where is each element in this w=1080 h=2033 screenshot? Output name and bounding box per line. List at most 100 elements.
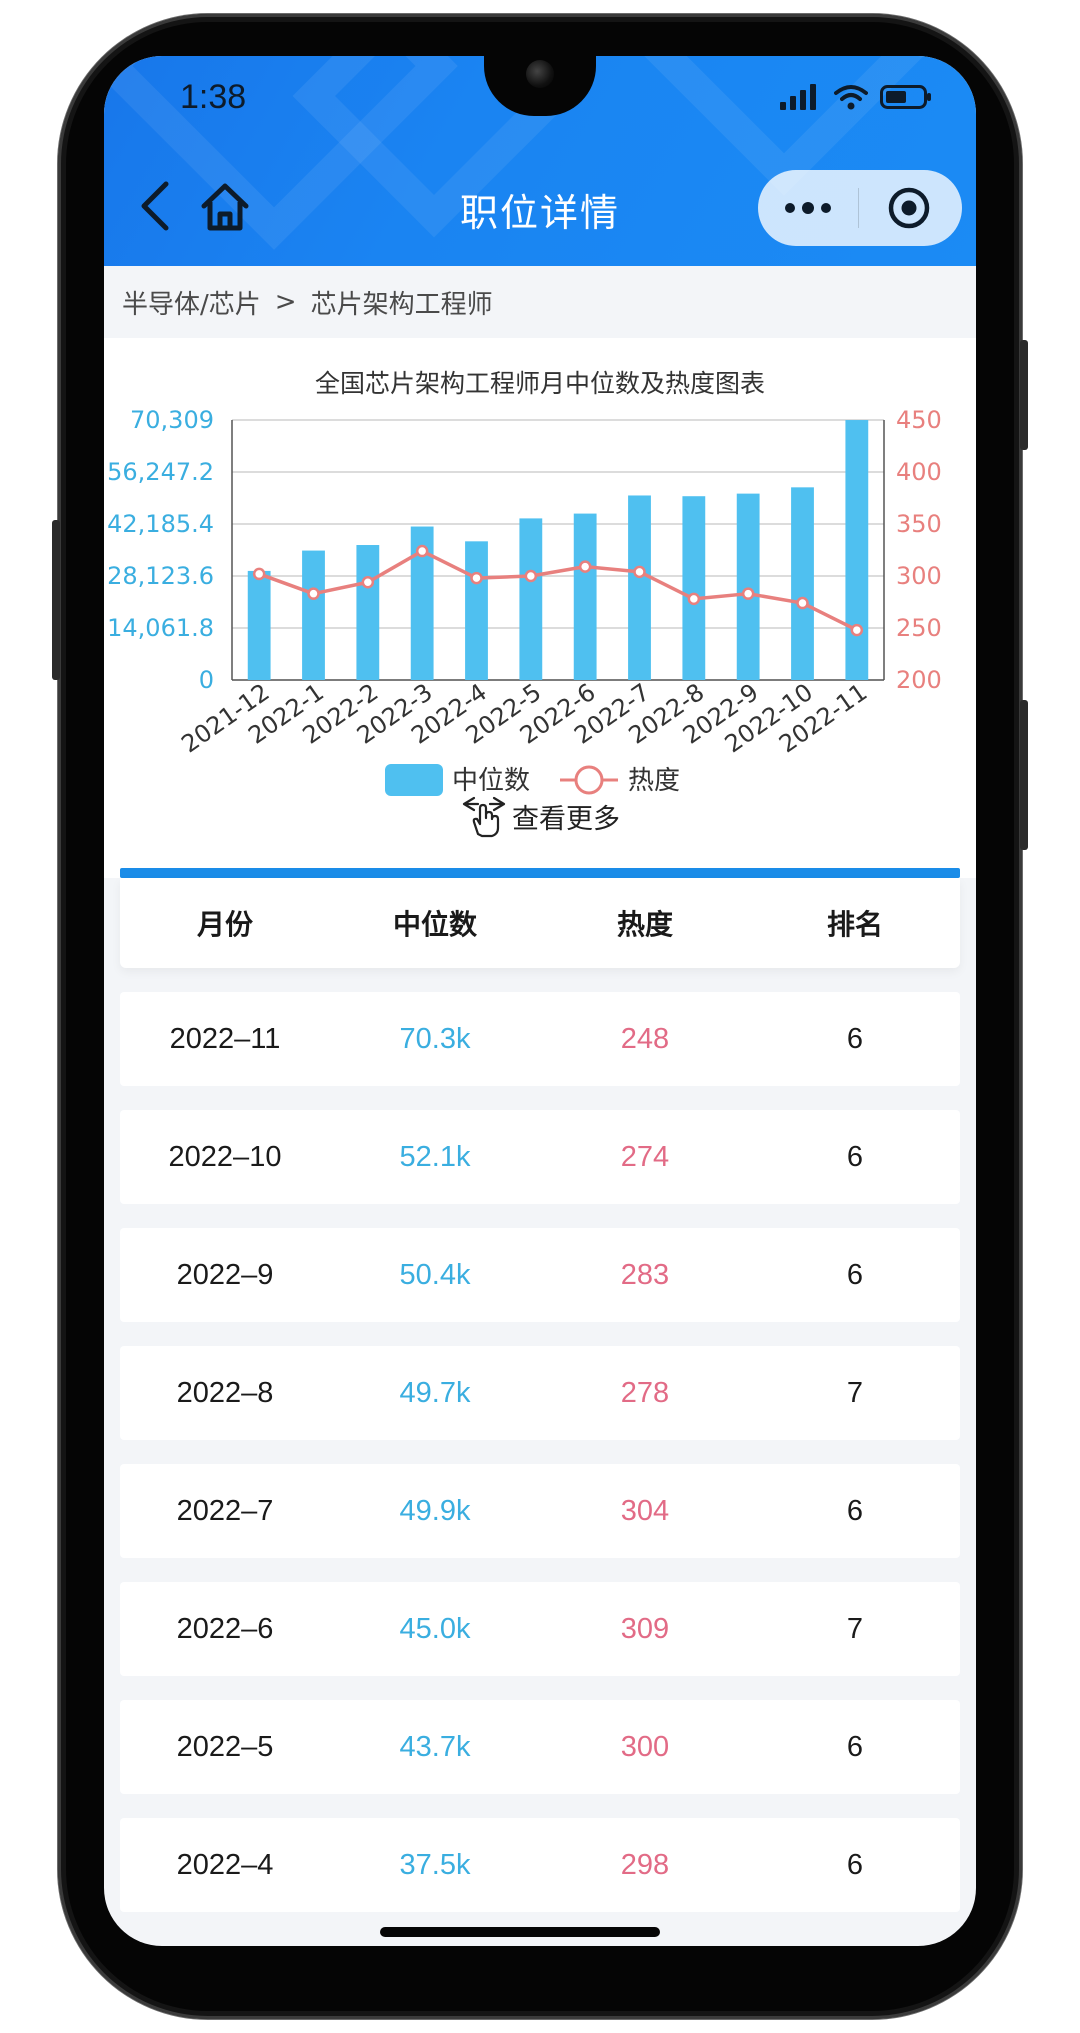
heat-point — [687, 592, 701, 606]
home-icon[interactable] — [198, 180, 252, 234]
cell-median: 70.3k — [399, 1022, 471, 1055]
cell-rank: 7 — [846, 1376, 864, 1409]
close-program-button[interactable] — [859, 170, 959, 246]
mini-program-capsule — [758, 170, 962, 246]
cell-heat: 300 — [620, 1730, 670, 1763]
table-accent-bar — [120, 868, 960, 878]
y-left-tick-label: 0 — [199, 666, 214, 694]
table-row: 2022–10 52.1k 274 6 — [120, 1110, 960, 1204]
heat-point — [796, 596, 809, 610]
cell-month: 2022–7 — [176, 1494, 274, 1527]
bar — [845, 420, 869, 680]
data-table: 月份 中位数 热度 排名 2022–11 70.3k 248 6 2022–10… — [120, 868, 960, 1936]
bar — [628, 495, 651, 680]
table-row: 2022–11 70.3k 248 6 — [120, 992, 960, 1086]
cell-rank: 6 — [846, 1494, 864, 1527]
breadcrumb-current: 芯片架构工程师 — [310, 289, 493, 320]
y-right-tick-label: 350 — [896, 510, 942, 538]
heat-line — [258, 549, 858, 632]
y-left-tick-label: 70,309 — [130, 406, 214, 434]
heat-point — [633, 565, 646, 579]
table-body: 2022–11 70.3k 248 6 2022–10 52.1k 274 6 … — [120, 992, 960, 1912]
cell-rank: 6 — [846, 1730, 864, 1763]
y-left-tick-label: 28,123.6 — [107, 562, 214, 590]
cell-month: 2022–9 — [176, 1258, 274, 1291]
table-row: 2022–8 49.7k 278 7 — [120, 1346, 960, 1440]
chevron-left-icon[interactable] — [134, 178, 178, 234]
more-button[interactable] — [758, 170, 858, 246]
header-median: 中位数 — [392, 908, 477, 941]
y-right-tick-label: 250 — [896, 614, 942, 642]
bar — [410, 526, 434, 680]
cell-median: 52.1k — [399, 1140, 471, 1173]
home-indicator[interactable] — [380, 1927, 660, 1937]
cell-heat: 298 — [620, 1848, 670, 1881]
heat-point — [578, 560, 592, 573]
battery-icon — [880, 85, 931, 109]
y-right-tick-label: 400 — [896, 458, 942, 486]
y-left-tick-label: 42,185.4 — [107, 510, 214, 538]
cell-rank: 6 — [846, 1022, 864, 1055]
signal-icon — [780, 84, 816, 110]
breadcrumb-category[interactable]: 半导体/芯片 — [122, 289, 261, 320]
table-row: 2022–4 37.5k 298 6 — [120, 1818, 960, 1912]
legend-bar-swatch — [385, 764, 443, 796]
capsule-divider — [858, 188, 859, 228]
cell-median: 37.5k — [399, 1848, 471, 1881]
table-row: 2022–7 49.9k 304 6 — [120, 1464, 960, 1558]
header-month: 月份 — [196, 908, 253, 941]
heat-point — [361, 575, 375, 589]
legend-line-marker — [574, 765, 604, 795]
bar — [519, 518, 543, 680]
heat-point — [307, 587, 320, 600]
hand-touch-icon — [462, 796, 506, 838]
bar — [302, 550, 325, 680]
bar — [682, 496, 706, 680]
bar — [465, 541, 488, 680]
heat-point — [470, 571, 483, 585]
heat-point — [850, 623, 864, 637]
heat-point — [252, 567, 266, 581]
cell-month: 2022–6 — [176, 1612, 274, 1645]
cell-heat: 248 — [620, 1022, 670, 1055]
cell-heat: 283 — [620, 1258, 670, 1291]
cell-median: 50.4k — [399, 1258, 471, 1291]
see-more-label: 查看更多 — [512, 803, 620, 835]
side-button — [1020, 700, 1028, 850]
cell-month: 2022–8 — [176, 1376, 274, 1409]
breadcrumb-separator: > — [274, 287, 297, 317]
screen: 1:38 — [104, 56, 976, 1946]
page-title: 职位详情 — [459, 191, 620, 235]
chart-card: 全国芯片架构工程师月中位数及热度图表 0 14,061.8 28,123.6 42,1… — [104, 338, 976, 878]
table-row: 2022–9 50.4k 283 6 — [120, 1228, 960, 1322]
breadcrumb: 半导体/芯片 > 芯片架构工程师 — [104, 266, 976, 338]
status-time: 1:38 — [180, 78, 247, 116]
target-circle-icon — [888, 187, 930, 229]
status-icons — [780, 84, 932, 110]
cell-rank: 7 — [846, 1612, 864, 1645]
cell-median: 49.9k — [399, 1494, 471, 1527]
power-button — [1020, 340, 1028, 450]
salary-heat-chart: 全国芯片架构工程师月中位数及热度图表 0 14,061.8 28,123.6 42,1… — [107, 369, 942, 796]
front-camera — [526, 60, 554, 88]
volume-button — [52, 520, 60, 680]
heat-point — [415, 544, 429, 558]
table-row: 2022–5 43.7k 300 6 — [120, 1700, 960, 1794]
cell-median: 49.7k — [399, 1376, 471, 1409]
cell-rank: 6 — [846, 1140, 864, 1173]
cell-median: 45.0k — [399, 1612, 471, 1645]
bar — [736, 493, 760, 680]
table-header: 月份 中位数 热度 排名 — [120, 878, 960, 968]
heat-point — [741, 587, 755, 600]
header-heat: 热度 — [616, 908, 673, 941]
cell-heat: 304 — [620, 1494, 670, 1527]
cell-heat: 278 — [620, 1376, 670, 1409]
cell-month: 2022–4 — [176, 1848, 274, 1881]
y-right-tick-label: 300 — [896, 562, 942, 590]
cell-month: 2022–10 — [168, 1140, 282, 1173]
y-right-tick-label: 450 — [896, 406, 942, 434]
see-more-button[interactable]: 查看更多 — [104, 794, 976, 838]
app-header: 1:38 — [104, 56, 976, 266]
cell-month: 2022–5 — [176, 1730, 274, 1763]
cell-median: 43.7k — [399, 1730, 471, 1763]
